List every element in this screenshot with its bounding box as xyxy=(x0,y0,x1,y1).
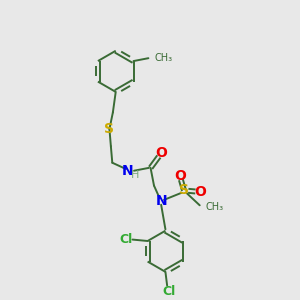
Text: Cl: Cl xyxy=(120,233,133,246)
Text: O: O xyxy=(174,169,186,183)
Text: N: N xyxy=(121,164,133,178)
Text: CH₃: CH₃ xyxy=(206,202,224,212)
Text: CH₃: CH₃ xyxy=(155,52,173,63)
Text: O: O xyxy=(194,185,206,199)
Text: O: O xyxy=(155,146,167,160)
Text: N: N xyxy=(155,194,167,208)
Text: H: H xyxy=(131,170,139,180)
Text: S: S xyxy=(179,183,189,197)
Text: Cl: Cl xyxy=(163,285,176,298)
Text: S: S xyxy=(104,122,114,136)
